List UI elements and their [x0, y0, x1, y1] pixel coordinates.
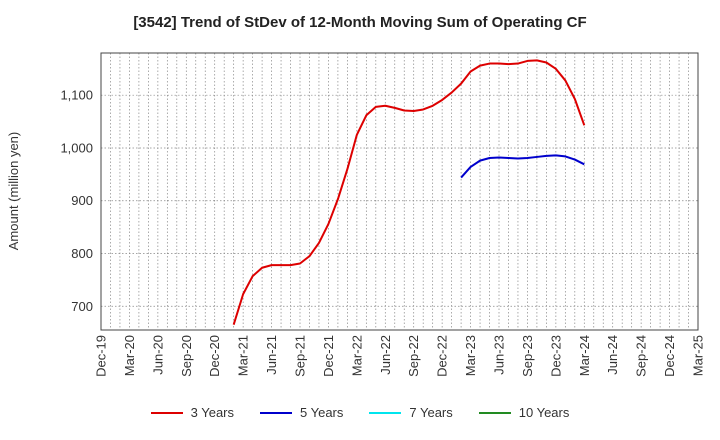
x-tick-label: Jun-20: [150, 335, 165, 375]
x-tick-label: Sep-23: [520, 335, 535, 377]
x-tick-label: Mar-24: [577, 335, 592, 376]
legend-swatch: [260, 411, 292, 414]
x-tick-label: Jun-23: [492, 335, 507, 375]
legend-label: 7 Years: [409, 405, 453, 420]
x-tick-label: Dec-22: [435, 335, 450, 377]
x-tick-label: Dec-21: [321, 335, 336, 377]
grid-lines: [101, 53, 698, 330]
legend-swatch: [369, 411, 402, 414]
chart-title: [3542] Trend of StDev of 12-Month Moving…: [133, 14, 587, 31]
x-tick-label: Mar-23: [463, 335, 478, 376]
x-axis: Dec-19 Mar-20 Jun-20 Sep-20 Dec-20 Mar-21 Jun-…: [94, 335, 706, 377]
x-tick-label: Dec-24: [662, 335, 677, 377]
legend-item: 5 Years: [260, 405, 343, 420]
y-tick-label: 800: [71, 246, 93, 261]
x-tick-label: Mar-21: [236, 335, 251, 376]
x-tick-label: Mar-22: [349, 335, 364, 376]
legend-label: 10 Years: [518, 405, 570, 420]
x-tick-label: Sep-24: [634, 335, 649, 377]
x-tick-label: Dec-20: [207, 335, 222, 377]
legend-item: 7 Years: [369, 405, 453, 420]
legend-item: 3 Years: [150, 405, 234, 420]
x-tick-label: Sep-20: [179, 335, 194, 377]
legend: 3 Years 5 Years 7 Years 10 Years: [0, 405, 720, 420]
legend-label: 5 Years: [300, 405, 344, 420]
legend-swatch: [478, 411, 511, 414]
legend-label: 3 Years: [190, 405, 234, 420]
y-axis: 700 800 900 1,000 1,100: [60, 88, 93, 314]
y-tick-label: 700: [71, 299, 93, 314]
x-tick-label: Dec-23: [548, 335, 563, 377]
x-tick-label: Mar-25: [691, 335, 706, 376]
x-tick-label: Jun-22: [378, 335, 393, 375]
series-lines: [232, 59, 586, 326]
x-tick-label: Jun-24: [605, 335, 620, 375]
legend-item: 10 Years: [478, 405, 570, 420]
legend-swatch: [150, 411, 183, 414]
x-tick-label: Sep-22: [406, 335, 421, 377]
y-tick-label: 900: [71, 193, 93, 208]
series-line-3-years: [232, 59, 586, 326]
series-line-5-years: [460, 154, 585, 179]
y-tick-label: 1,000: [60, 140, 93, 155]
x-tick-label: Mar-20: [122, 335, 137, 376]
y-tick-label: 1,100: [60, 88, 93, 103]
y-axis-label: Amount (million yen): [6, 132, 21, 251]
plot-area: [100, 52, 699, 331]
x-tick-label: Dec-19: [94, 335, 109, 377]
x-tick-label: Sep-21: [293, 335, 308, 377]
x-tick-label: Jun-21: [264, 335, 279, 375]
